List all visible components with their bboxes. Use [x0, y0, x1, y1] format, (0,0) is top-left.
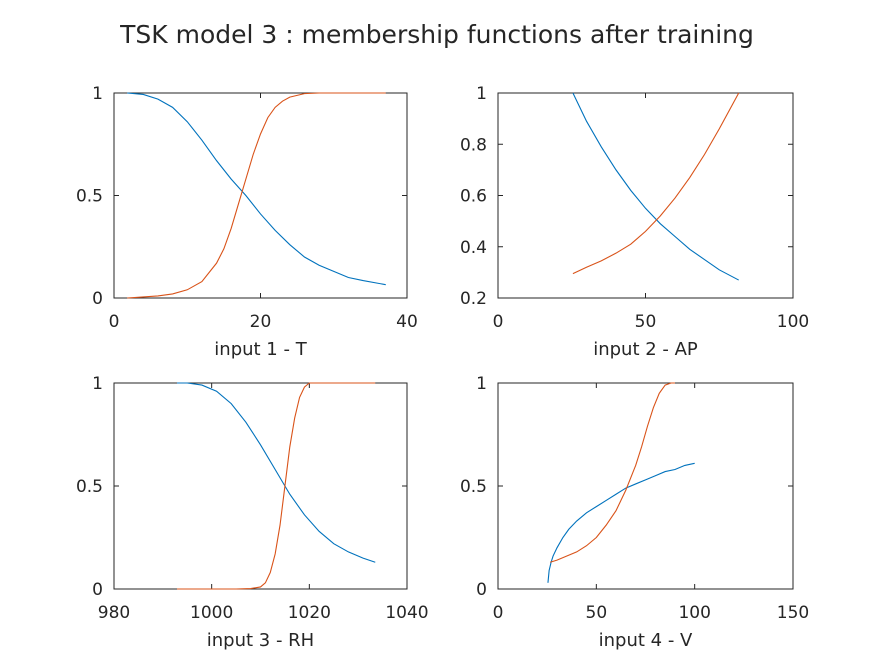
membership-function-1 — [547, 462, 695, 583]
x-tick-label: 100 — [777, 312, 809, 332]
y-tick-label: 0.2 — [460, 289, 487, 309]
y-tick-label: 0.6 — [460, 187, 487, 207]
subplot-2: 0 50 100 0.2 0.4 0.6 0.8 1 input 2 - AP — [460, 84, 809, 360]
x-tick-label: 1020 — [288, 603, 331, 623]
x-axis-label: input 2 - AP — [593, 339, 698, 360]
y-tick-label: 1 — [92, 374, 103, 394]
membership-function-2 — [176, 382, 376, 590]
membership-function-2 — [127, 92, 386, 299]
y-tick-label: 1 — [92, 84, 103, 104]
x-tick-label: 1040 — [385, 603, 428, 623]
x-tick-label: 40 — [396, 312, 418, 332]
subplot-4: 0 50 100 150 0 0.5 1 input 4 - V — [460, 374, 809, 651]
x-tick-label: 20 — [250, 312, 272, 332]
y-tick-label: 1 — [476, 374, 487, 394]
membership-function-1 — [127, 92, 386, 286]
y-tick-label: 1 — [476, 84, 487, 104]
y-tick-label: 0.8 — [460, 135, 487, 155]
membership-function-1 — [572, 92, 739, 281]
x-axis-label: input 1 - T — [214, 339, 307, 360]
x-axis-label: input 4 - V — [599, 630, 693, 651]
x-tick-label: 100 — [678, 603, 710, 623]
y-tick-label: 0 — [476, 580, 487, 600]
y-tick-label: 0 — [92, 289, 103, 309]
x-tick-label: 0 — [109, 312, 120, 332]
x-axis-label: input 3 - RH — [207, 630, 314, 651]
x-tick-label: 0 — [493, 603, 504, 623]
membership-function-1 — [176, 382, 376, 563]
figure-title: TSK model 3 : membership functions after… — [119, 20, 754, 49]
plot-area — [113, 382, 408, 590]
y-tick-label: 0.5 — [460, 477, 487, 497]
x-tick-label: 50 — [586, 603, 608, 623]
y-tick-label: 0.5 — [76, 477, 103, 497]
x-tick-label: 0 — [493, 312, 504, 332]
y-tick-label: 0 — [92, 580, 103, 600]
plot-area — [113, 92, 408, 299]
y-tick-label: 0.4 — [460, 238, 487, 258]
plot-area — [497, 92, 794, 299]
x-tick-label: 50 — [635, 312, 657, 332]
x-tick-label: 980 — [98, 603, 130, 623]
subplot-1: 0 20 40 0 0.5 1 input 1 - T — [76, 84, 418, 360]
x-tick-label: 150 — [777, 603, 809, 623]
subplot-3: 980 1000 1020 1040 0 0.5 1 input 3 - RH — [76, 374, 429, 651]
plot-area — [497, 382, 794, 590]
membership-function-2 — [549, 382, 675, 563]
y-tick-label: 0.5 — [76, 187, 103, 207]
membership-function-2 — [572, 92, 740, 275]
x-tick-label: 1000 — [190, 603, 233, 623]
